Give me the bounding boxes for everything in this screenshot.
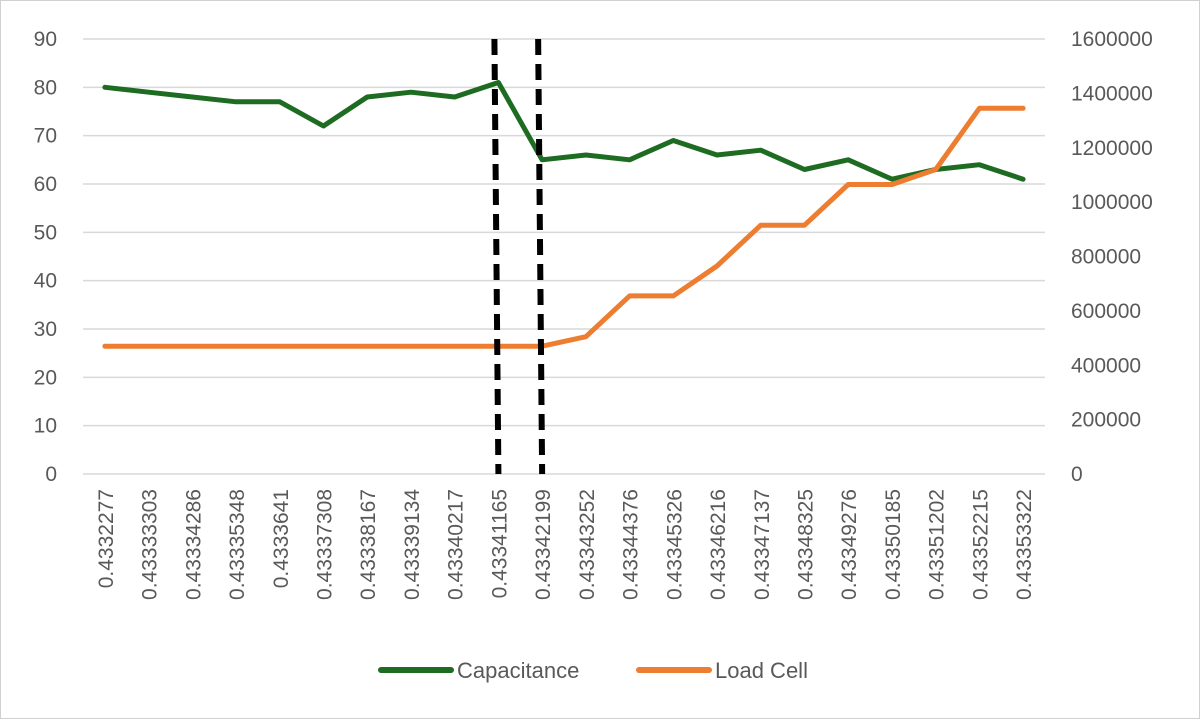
y-left-tick-label: 0	[45, 463, 57, 486]
legend: Capacitance Load Cell	[378, 658, 808, 683]
vertical-dashed-marker	[535, 38, 546, 475]
x-tick-label: 0.43341165	[488, 489, 511, 598]
left-y-axis: 0 10 20 30 40 50 60 70 80 90	[34, 28, 57, 486]
y-right-tick-label: 600000	[1071, 300, 1141, 323]
x-tick-label: 0.43346216	[707, 489, 730, 600]
right-y-axis: 0 200000 400000 600000 800000 1000000 1200000 1…	[1071, 28, 1153, 486]
x-tick-label: 0.43345326	[663, 489, 686, 600]
x-tick-label: 0.43339134	[401, 489, 424, 600]
x-tick-label: 0.43335348	[226, 489, 249, 600]
x-tick-label: 0.43333303	[139, 489, 162, 600]
gridlines	[83, 38, 1045, 475]
series-line-capacitance	[102, 80, 1026, 182]
y-right-tick-label: 1000000	[1071, 191, 1153, 214]
y-right-tick-label: 0	[1071, 463, 1083, 486]
legend-label: Capacitance	[457, 658, 579, 683]
vertical-markers	[491, 38, 546, 475]
x-tick-label: 0.43342199	[532, 489, 555, 600]
x-tick-label: 0.43353322	[1013, 489, 1036, 600]
x-tick-label: 0.43347137	[751, 489, 774, 600]
x-tick-label: 0.43334286	[182, 489, 205, 600]
x-tick-label: 0.43338167	[357, 489, 380, 600]
y-left-tick-label: 40	[34, 270, 57, 293]
x-tick-label: 0.43352215	[969, 489, 992, 600]
x-tick-label: 0.43350185	[882, 489, 905, 600]
x-tick-label: 0.4333641	[270, 489, 293, 588]
vertical-dashed-marker	[491, 38, 502, 475]
y-right-tick-label: 200000	[1071, 409, 1141, 432]
x-tick-label: 0.43348325	[795, 489, 818, 600]
y-right-tick-label: 400000	[1071, 354, 1141, 377]
y-left-tick-label: 20	[34, 366, 57, 389]
x-tick-label: 0.43349276	[838, 489, 861, 600]
x-tick-label: 0.43337308	[314, 489, 337, 600]
x-tick-label: 0.43351202	[926, 489, 949, 600]
series-group	[102, 80, 1026, 349]
y-right-tick-label: 1600000	[1071, 28, 1153, 51]
y-right-tick-label: 1200000	[1071, 137, 1153, 160]
y-left-tick-label: 60	[34, 173, 57, 196]
x-tick-label: 0.43343252	[576, 489, 599, 600]
x-tick-label: 0.43340217	[445, 489, 468, 600]
y-left-tick-label: 30	[34, 318, 57, 341]
x-axis: 0.4332277 0.43333303 0.43334286 0.43335348 0…	[95, 489, 1036, 600]
y-left-tick-label: 90	[34, 28, 57, 51]
y-left-tick-label: 80	[34, 76, 57, 99]
x-tick-label: 0.43344376	[620, 489, 643, 600]
y-right-tick-label: 1400000	[1071, 82, 1153, 105]
y-left-tick-label: 50	[34, 221, 57, 244]
x-tick-label: 0.4332277	[95, 489, 118, 588]
legend-label: Load Cell	[715, 658, 808, 683]
y-left-tick-label: 10	[34, 415, 57, 438]
y-right-tick-label: 800000	[1071, 246, 1141, 269]
y-left-tick-label: 70	[34, 125, 57, 148]
series-line-load-cell	[102, 105, 1026, 349]
